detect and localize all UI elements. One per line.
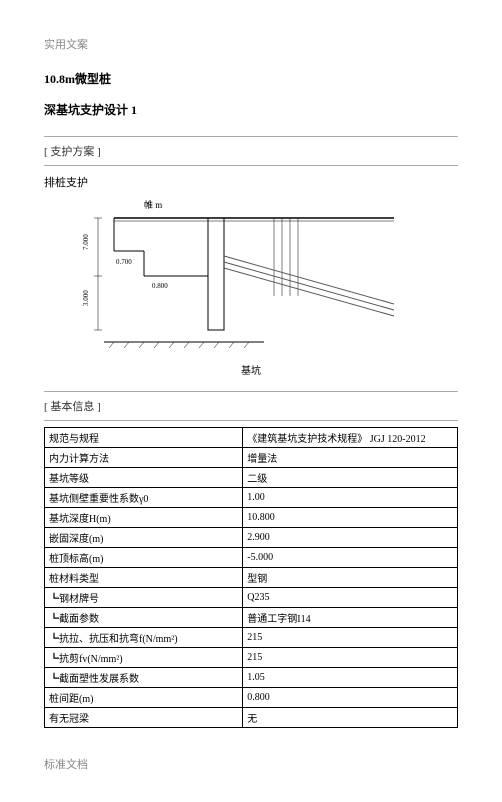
divider-1 xyxy=(44,136,458,137)
param-label: 桩顶标高(m) xyxy=(45,548,243,568)
param-label: 有无冠梁 xyxy=(45,708,243,728)
table-row: 嵌固深度(m)2.900 xyxy=(45,528,458,548)
param-value: 2.900 xyxy=(243,528,458,548)
param-label: 基坑侧壁重要性系数γ0 xyxy=(45,488,243,508)
param-label: 规范与规程 xyxy=(45,428,243,448)
support-type: 排桩支护 xyxy=(44,174,458,190)
divider-3 xyxy=(44,391,458,392)
dim-short1: 0.700 xyxy=(116,258,132,266)
param-value: 无 xyxy=(243,708,458,728)
table-row: 桩间距(m)0.800 xyxy=(45,688,458,708)
param-label: ┗截面塑性发展系数 xyxy=(45,668,243,688)
param-label: 基坑深度H(m) xyxy=(45,508,243,528)
page-footer: 标准文档 xyxy=(44,756,458,772)
page-header: 实用文案 xyxy=(44,36,458,52)
title-2: 深基坑支护设计 1 xyxy=(44,101,458,118)
cross-section-diagram: 帷 m 7.000 3.000 0.700 0.800 xyxy=(44,196,404,356)
table-row: 基坑等级二级 xyxy=(45,468,458,488)
param-value: 10.800 xyxy=(243,508,458,528)
basin-label: 基坑 xyxy=(44,362,458,377)
dim-depth1: 7.000 xyxy=(82,234,90,250)
table-row: 内力计算方法增量法 xyxy=(45,448,458,468)
section-basic: [ 基本信息 ] xyxy=(44,398,458,414)
param-label: ┗抗剪fv(N/mm²) xyxy=(45,648,243,668)
param-label: ┗截面参数 xyxy=(45,608,243,628)
table-row: ┗抗剪fv(N/mm²)215 xyxy=(45,648,458,668)
params-table: 规范与规程《建筑基坑支护技术规程》 JGJ 120-2012内力计算方法增量法基… xyxy=(44,427,458,728)
param-value: 《建筑基坑支护技术规程》 JGJ 120-2012 xyxy=(243,428,458,448)
param-value: Q235 xyxy=(243,588,458,608)
param-value: 型钢 xyxy=(243,568,458,588)
param-label: ┗抗拉、抗压和抗弯f(N/mm²) xyxy=(45,628,243,648)
dim-short2: 0.800 xyxy=(152,282,168,290)
dim-depth2: 3.000 xyxy=(82,290,90,306)
param-value: 0.800 xyxy=(243,688,458,708)
table-row: ┗抗拉、抗压和抗弯f(N/mm²)215 xyxy=(45,628,458,648)
param-value: 增量法 xyxy=(243,448,458,468)
table-row: 有无冠梁无 xyxy=(45,708,458,728)
table-row: ┗截面塑性发展系数1.05 xyxy=(45,668,458,688)
table-row: 桩顶标高(m)-5.000 xyxy=(45,548,458,568)
param-label: ┗钢材牌号 xyxy=(45,588,243,608)
param-value: 215 xyxy=(243,648,458,668)
divider-4 xyxy=(44,420,458,421)
param-label: 基坑等级 xyxy=(45,468,243,488)
diagram-label-m: 帷 m xyxy=(144,199,162,210)
param-value: 二级 xyxy=(243,468,458,488)
table-row: 规范与规程《建筑基坑支护技术规程》 JGJ 120-2012 xyxy=(45,428,458,448)
param-value: 215 xyxy=(243,628,458,648)
table-row: ┗钢材牌号Q235 xyxy=(45,588,458,608)
table-row: 桩材料类型型钢 xyxy=(45,568,458,588)
table-row: ┗截面参数普通工字钢I14 xyxy=(45,608,458,628)
section-support: [ 支护方案 ] xyxy=(44,143,458,159)
divider-2 xyxy=(44,165,458,166)
param-value: 1.05 xyxy=(243,668,458,688)
param-label: 桩材料类型 xyxy=(45,568,243,588)
table-row: 基坑侧壁重要性系数γ01.00 xyxy=(45,488,458,508)
param-value: 1.00 xyxy=(243,488,458,508)
param-value: -5.000 xyxy=(243,548,458,568)
table-row: 基坑深度H(m)10.800 xyxy=(45,508,458,528)
param-label: 桩间距(m) xyxy=(45,688,243,708)
param-label: 内力计算方法 xyxy=(45,448,243,468)
param-label: 嵌固深度(m) xyxy=(45,528,243,548)
title-1: 10.8m微型桩 xyxy=(44,70,458,87)
param-value: 普通工字钢I14 xyxy=(243,608,458,628)
